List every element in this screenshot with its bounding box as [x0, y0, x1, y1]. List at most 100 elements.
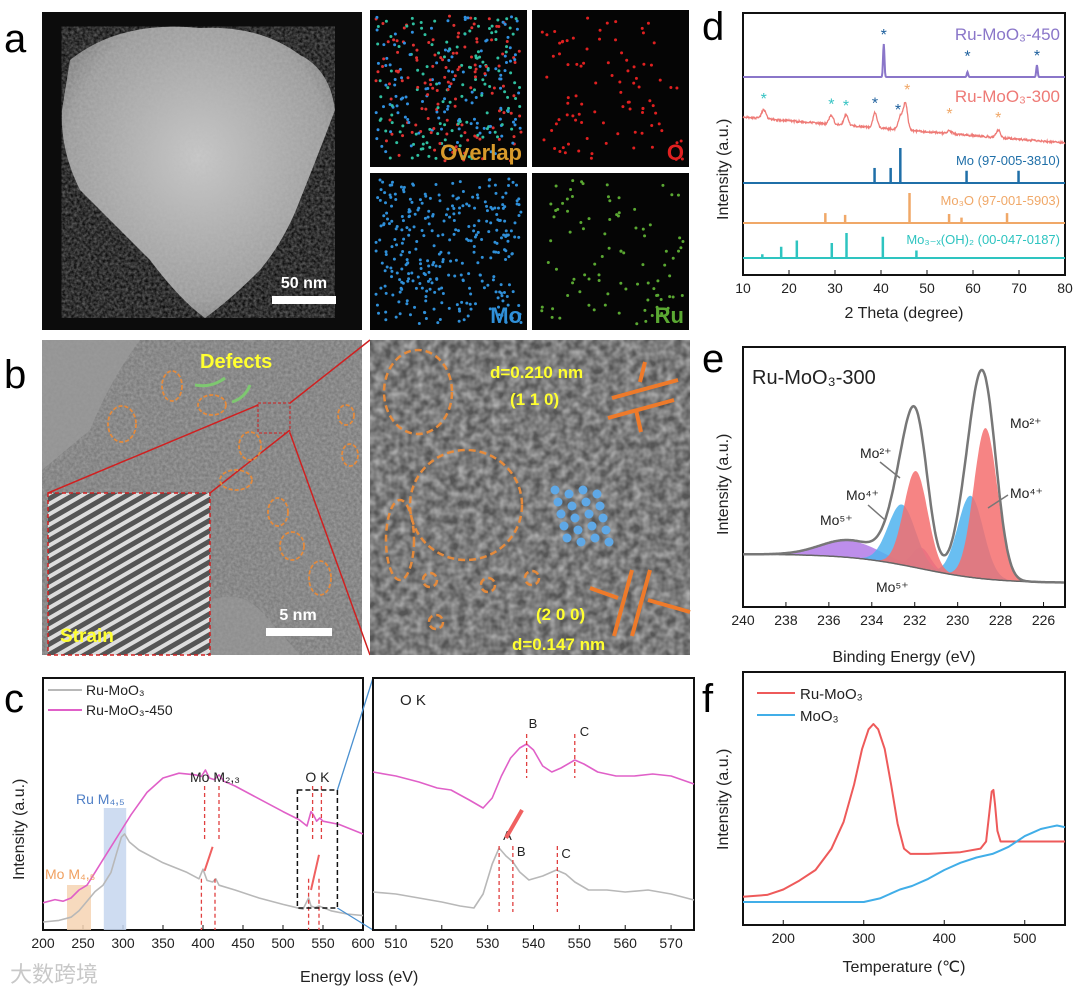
element-dot — [619, 90, 623, 94]
element-dot — [400, 215, 404, 219]
element-dot — [475, 40, 479, 44]
element-dot — [488, 84, 492, 88]
element-dot — [455, 197, 459, 201]
element-dot — [426, 93, 430, 97]
element-dot — [504, 320, 508, 324]
element-dot — [472, 250, 476, 254]
atom — [581, 497, 591, 507]
d-spacing-110: d=0.210 nm — [490, 363, 583, 382]
element-dot — [468, 29, 472, 33]
element-dot — [669, 86, 673, 90]
element-dot — [614, 38, 618, 42]
element-dot — [446, 104, 450, 108]
element-dot — [414, 123, 418, 127]
plot-frame — [742, 671, 1066, 926]
x-tick-label: 232 — [903, 612, 927, 628]
element-dot — [415, 58, 419, 62]
element-dot — [657, 122, 661, 126]
element-dot — [485, 204, 489, 208]
element-dot — [375, 15, 379, 19]
element-dot — [384, 150, 388, 154]
element-dot — [399, 286, 403, 290]
stem-image: 50 nm — [42, 12, 362, 330]
element-dot — [501, 203, 505, 207]
element-dot — [519, 210, 523, 214]
element-dot — [388, 156, 392, 160]
element-dot — [435, 110, 439, 114]
element-dot — [664, 249, 668, 253]
element-dot — [506, 239, 510, 243]
x-tick-label: 500 — [1013, 930, 1037, 946]
peak-star-icon: * — [1034, 48, 1040, 65]
element-dot — [495, 24, 499, 28]
element-dot — [473, 16, 477, 20]
element-dot — [424, 299, 428, 303]
element-dot — [431, 64, 435, 68]
element-dot — [466, 314, 470, 318]
element-dot — [407, 277, 411, 281]
element-dot — [517, 304, 521, 308]
element-dot — [374, 79, 378, 83]
element-dot — [460, 94, 464, 98]
element-dot — [414, 286, 418, 290]
element-dot — [493, 206, 497, 210]
element-dot — [581, 182, 585, 186]
element-dot — [402, 26, 406, 30]
element-dot — [420, 286, 424, 290]
element-dot — [487, 178, 491, 182]
element-dot — [566, 101, 570, 105]
element-dot — [473, 134, 477, 138]
element-dot — [670, 193, 674, 197]
element-dot — [542, 138, 546, 142]
element-dot — [478, 185, 482, 189]
element-dot — [668, 295, 672, 299]
element-dot — [456, 122, 460, 126]
element-dot — [435, 61, 439, 65]
element-dot — [577, 112, 581, 116]
element-dot — [617, 196, 621, 200]
element-dot — [474, 77, 478, 81]
element-dot — [643, 234, 647, 238]
element-dot — [511, 180, 515, 184]
element-dot — [504, 50, 508, 54]
element-dot — [475, 37, 479, 41]
element-dot — [658, 78, 662, 82]
element-dot — [585, 137, 589, 141]
element-dot — [511, 120, 515, 124]
element-dot — [566, 96, 570, 100]
element-dot — [408, 228, 412, 232]
element-dot — [518, 126, 522, 130]
peak-star-icon: * — [828, 97, 834, 114]
atom — [604, 537, 614, 547]
map-label: O — [667, 140, 684, 165]
element-dot — [390, 180, 394, 184]
element-dot — [447, 251, 451, 255]
element-dot — [582, 61, 586, 65]
zoom-box — [296, 789, 339, 909]
atom — [598, 513, 608, 523]
element-dot — [561, 146, 565, 150]
element-dot — [677, 249, 681, 253]
element-dot — [405, 299, 409, 303]
element-dot — [476, 230, 480, 234]
element-dot — [420, 201, 424, 205]
element-dot — [421, 72, 425, 76]
element-dot — [470, 90, 474, 94]
element-dot — [467, 225, 471, 229]
x-tick-label: 236 — [817, 612, 841, 628]
element-dot — [465, 202, 469, 206]
element-dot — [390, 204, 394, 208]
element-dot — [558, 316, 562, 320]
element-dot — [607, 246, 611, 250]
element-dot — [551, 54, 555, 58]
element-dot — [507, 106, 511, 110]
element-dot — [620, 51, 624, 55]
scale-bar-label: 50 nm — [281, 275, 327, 292]
element-dot — [472, 117, 476, 121]
element-dot — [400, 267, 404, 271]
element-dot — [390, 245, 394, 249]
element-dot — [437, 116, 441, 120]
element-dot — [678, 236, 682, 240]
element-dot — [606, 61, 610, 65]
element-dot — [517, 235, 521, 239]
